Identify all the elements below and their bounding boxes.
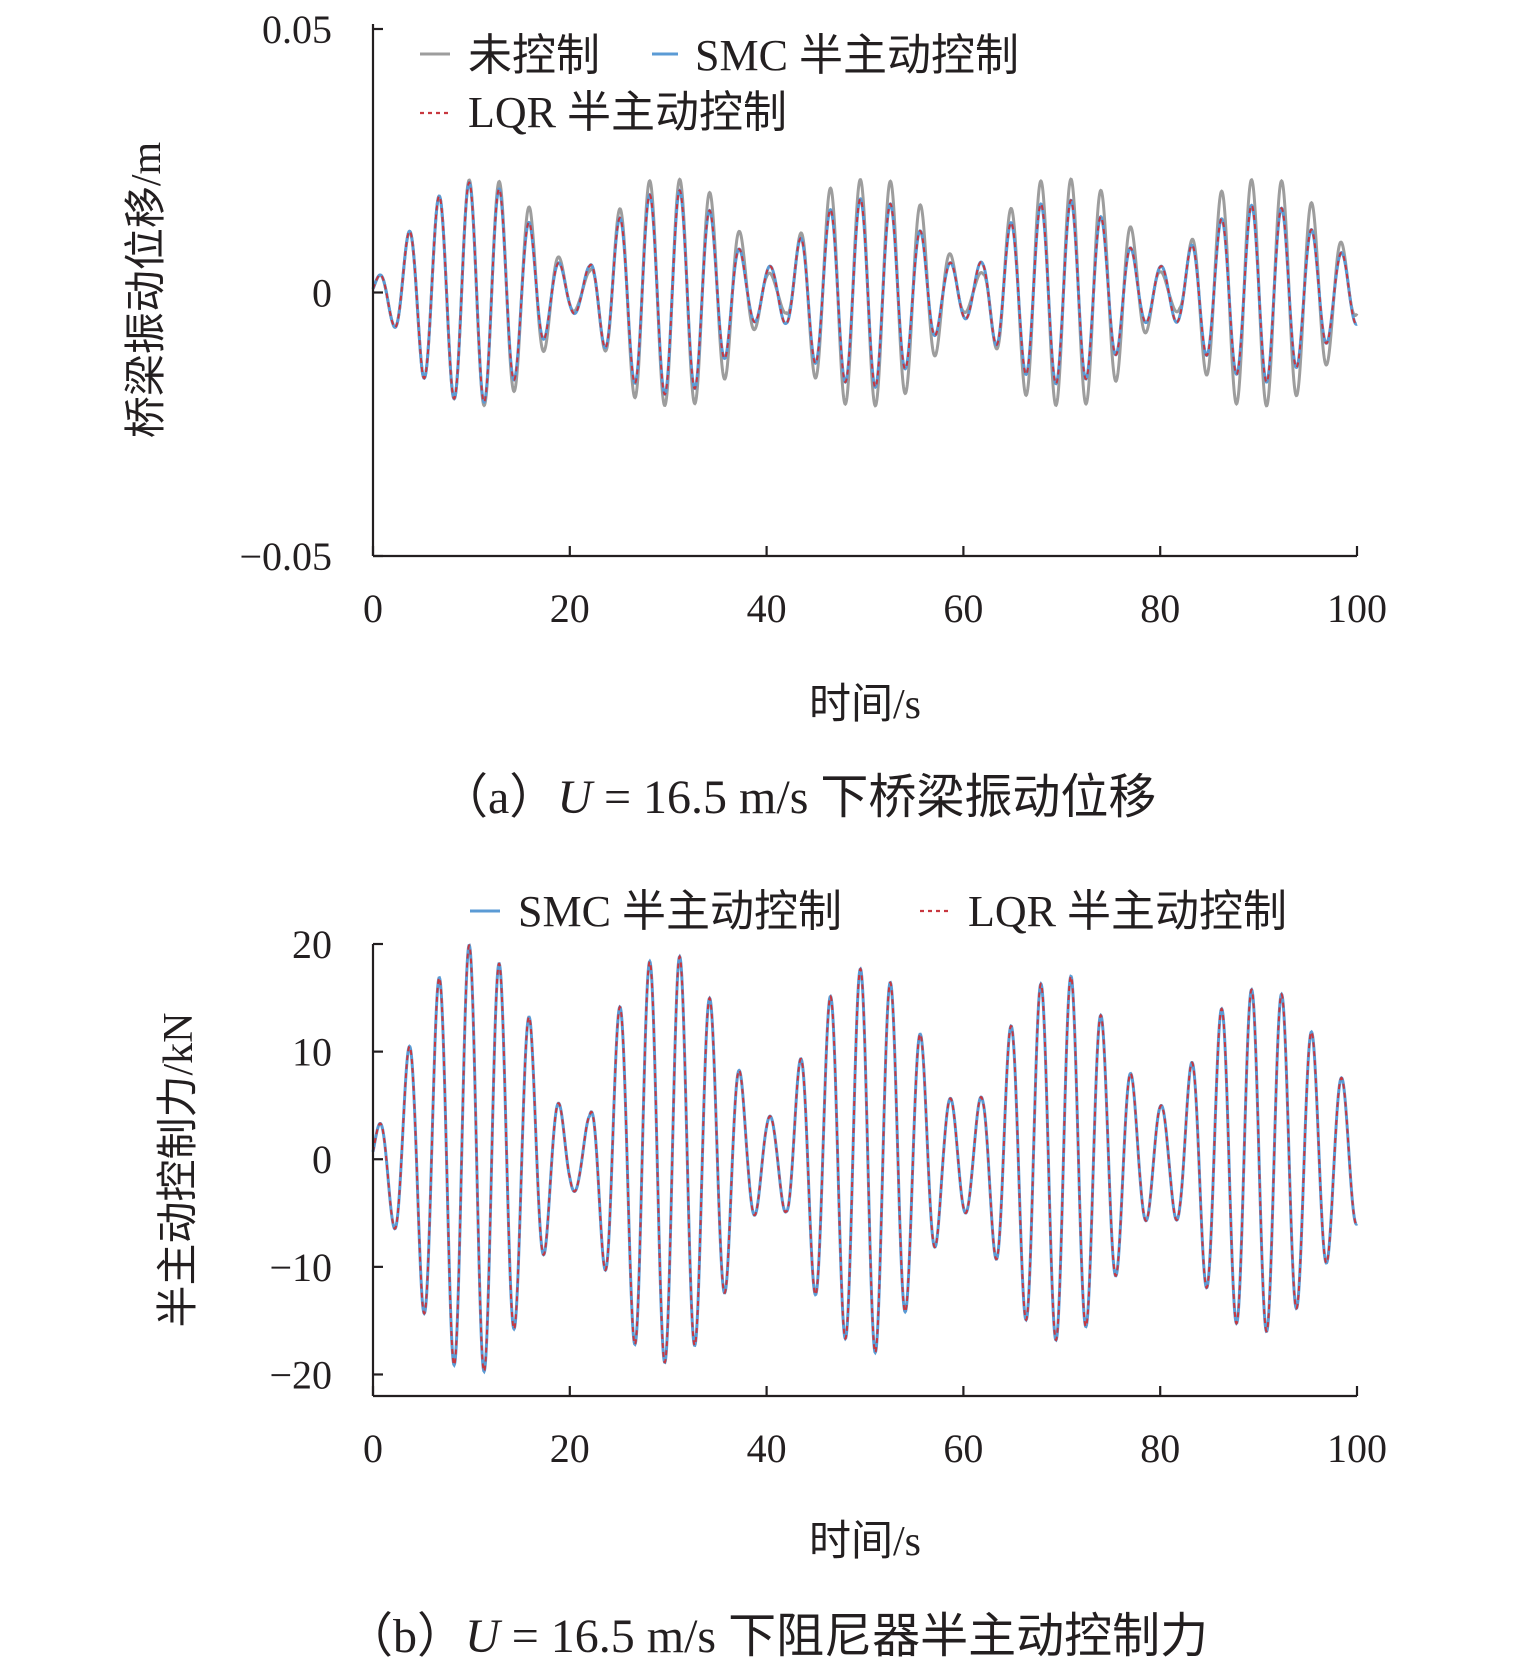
panel-a-x-label: 时间/s bbox=[809, 682, 921, 728]
legend-label-uncontrolled: 未控制 bbox=[468, 31, 600, 80]
panel-a-y-ticks: 0.05 0 −0.05 bbox=[239, 7, 383, 579]
y-tick-label: 20 bbox=[292, 922, 332, 967]
y-tick-label: 0 bbox=[312, 271, 332, 316]
panel-b-series-lines bbox=[371, 943, 1359, 1375]
legend-label-smc: SMC 半主动控制 bbox=[518, 887, 842, 936]
y-tick-label: 0.05 bbox=[262, 7, 332, 52]
panel-a-caption: （a）U = 16.5 m/s 下桥梁振动位移 bbox=[440, 771, 1156, 824]
x-tick-label: 0 bbox=[363, 1426, 383, 1471]
x-tick-label: 40 bbox=[747, 1426, 787, 1471]
panel-b-caption-rest: = 16.5 m/s 下阻尼器半主动控制力 bbox=[500, 1610, 1208, 1663]
x-tick-label: 20 bbox=[550, 586, 590, 631]
panel-a-displacement-chart: 0 20 40 60 80 100 0.05 0 −0.05 时间/s 桥梁振动位移/m 未控… bbox=[123, 7, 1387, 824]
y-tick-label: −10 bbox=[269, 1245, 332, 1290]
series-line-3 bbox=[372, 181, 1358, 404]
y-tick-label: −0.05 bbox=[239, 534, 332, 579]
panel-a-caption-prefix: （a） bbox=[440, 771, 557, 824]
x-tick-label: 20 bbox=[550, 1426, 590, 1471]
legend-label-smc: SMC 半主动控制 bbox=[695, 31, 1019, 80]
x-tick-label: 100 bbox=[1327, 586, 1387, 631]
panel-b-caption-prefix: （b） bbox=[345, 1610, 465, 1663]
panel-b-y-label: 半主动控制力/kN bbox=[156, 1012, 202, 1327]
y-tick-label: 10 bbox=[292, 1030, 332, 1075]
x-tick-label: 40 bbox=[747, 586, 787, 631]
x-tick-label: 100 bbox=[1327, 1426, 1387, 1471]
panel-a-y-label: 桥梁振动位移/m bbox=[123, 142, 170, 439]
panel-a-legend: 未控制 SMC 半主动控制 LQR 半主动控制 bbox=[420, 31, 1019, 137]
x-tick-label: 80 bbox=[1140, 1426, 1180, 1471]
legend-label-lqr: LQR 半主动控制 bbox=[968, 887, 1287, 936]
y-tick-label: −20 bbox=[269, 1352, 332, 1397]
panel-a-caption-var: U bbox=[557, 771, 595, 824]
panel-b-y-ticks: 20 10 0 −10 −20 bbox=[269, 922, 383, 1397]
series-line-1 bbox=[371, 943, 1359, 1375]
x-tick-label: 60 bbox=[943, 1426, 983, 1471]
panel-b-x-ticks: 0 20 40 60 80 100 bbox=[363, 1386, 1387, 1471]
series-line-2 bbox=[372, 944, 1358, 1374]
panel-b-caption: （b）U = 16.5 m/s 下阻尼器半主动控制力 bbox=[345, 1610, 1208, 1663]
panel-a-caption-rest: = 16.5 m/s 下桥梁振动位移 bbox=[592, 771, 1156, 824]
x-tick-label: 80 bbox=[1140, 586, 1180, 631]
x-tick-label: 60 bbox=[943, 586, 983, 631]
x-tick-label: 0 bbox=[363, 586, 383, 631]
panel-a-series-lines bbox=[371, 177, 1359, 408]
panel-b-legend: SMC 半主动控制 LQR 半主动控制 bbox=[470, 887, 1287, 936]
panel-b-caption-var: U bbox=[465, 1610, 503, 1663]
panel-b-x-label: 时间/s bbox=[809, 1519, 921, 1565]
panel-a-x-ticks: 0 20 40 60 80 100 bbox=[363, 546, 1387, 631]
legend-label-lqr: LQR 半主动控制 bbox=[468, 88, 787, 137]
y-tick-label: 0 bbox=[312, 1137, 332, 1182]
